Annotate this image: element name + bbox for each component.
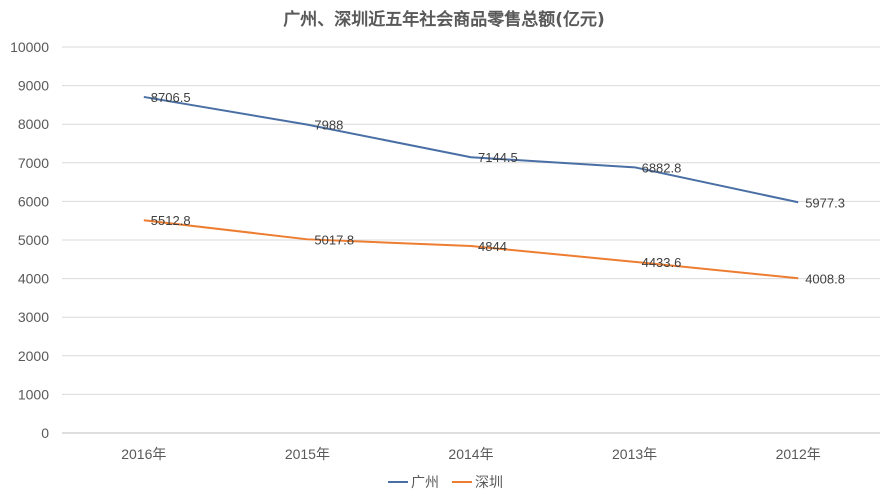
data-label: 5017.8 <box>314 232 354 247</box>
x-tick-label: 2016年 <box>121 446 166 462</box>
y-axis: 0 1000 2000 3000 4000 5000 6000 7000 8000 9000 100… <box>10 39 49 441</box>
y-tick-label: 1000 <box>18 386 49 402</box>
x-tick-label: 2012年 <box>776 446 821 462</box>
legend-label: 广州 <box>411 475 439 491</box>
chart-title: 广州、深圳近五年社会商品零售总额(亿元) <box>283 9 605 30</box>
x-axis: 2016年 2015年 2014年 2013年 2012年 <box>121 446 821 462</box>
y-tick-label: 7000 <box>18 155 49 171</box>
y-tick-label: 5000 <box>18 232 49 248</box>
data-label: 5512.8 <box>151 213 191 228</box>
gridlines <box>62 46 880 434</box>
data-label: 7988 <box>314 118 343 133</box>
x-tick-label: 2013年 <box>612 446 657 462</box>
legend: 广州 深圳 <box>388 475 503 491</box>
y-tick-label: 3000 <box>18 309 49 325</box>
y-tick-label: 0 <box>41 425 49 441</box>
y-tick-label: 4000 <box>18 271 49 287</box>
y-tick-label: 8000 <box>18 116 49 132</box>
y-tick-label: 9000 <box>18 78 49 94</box>
data-label: 7144.5 <box>478 150 518 165</box>
data-label: 4844 <box>478 239 507 254</box>
y-tick-label: 6000 <box>18 193 49 209</box>
series-line-shenzhen <box>143 219 799 280</box>
data-label: 4008.8 <box>805 271 845 286</box>
y-tick-label: 10000 <box>10 39 49 55</box>
legend-label: 深圳 <box>475 475 503 491</box>
series-group: 8706.5 7988 7144.5 6882.8 5977.3 5512.8 5017.8… <box>143 90 845 286</box>
series-line-guangzhou <box>143 95 799 204</box>
data-label: 5977.3 <box>805 195 845 210</box>
data-label: 6882.8 <box>642 160 682 175</box>
data-label: 4433.6 <box>642 255 682 270</box>
x-tick-label: 2015年 <box>285 446 330 462</box>
data-label: 8706.5 <box>151 90 191 105</box>
y-tick-label: 2000 <box>18 348 49 364</box>
x-tick-label: 2014年 <box>448 446 493 462</box>
